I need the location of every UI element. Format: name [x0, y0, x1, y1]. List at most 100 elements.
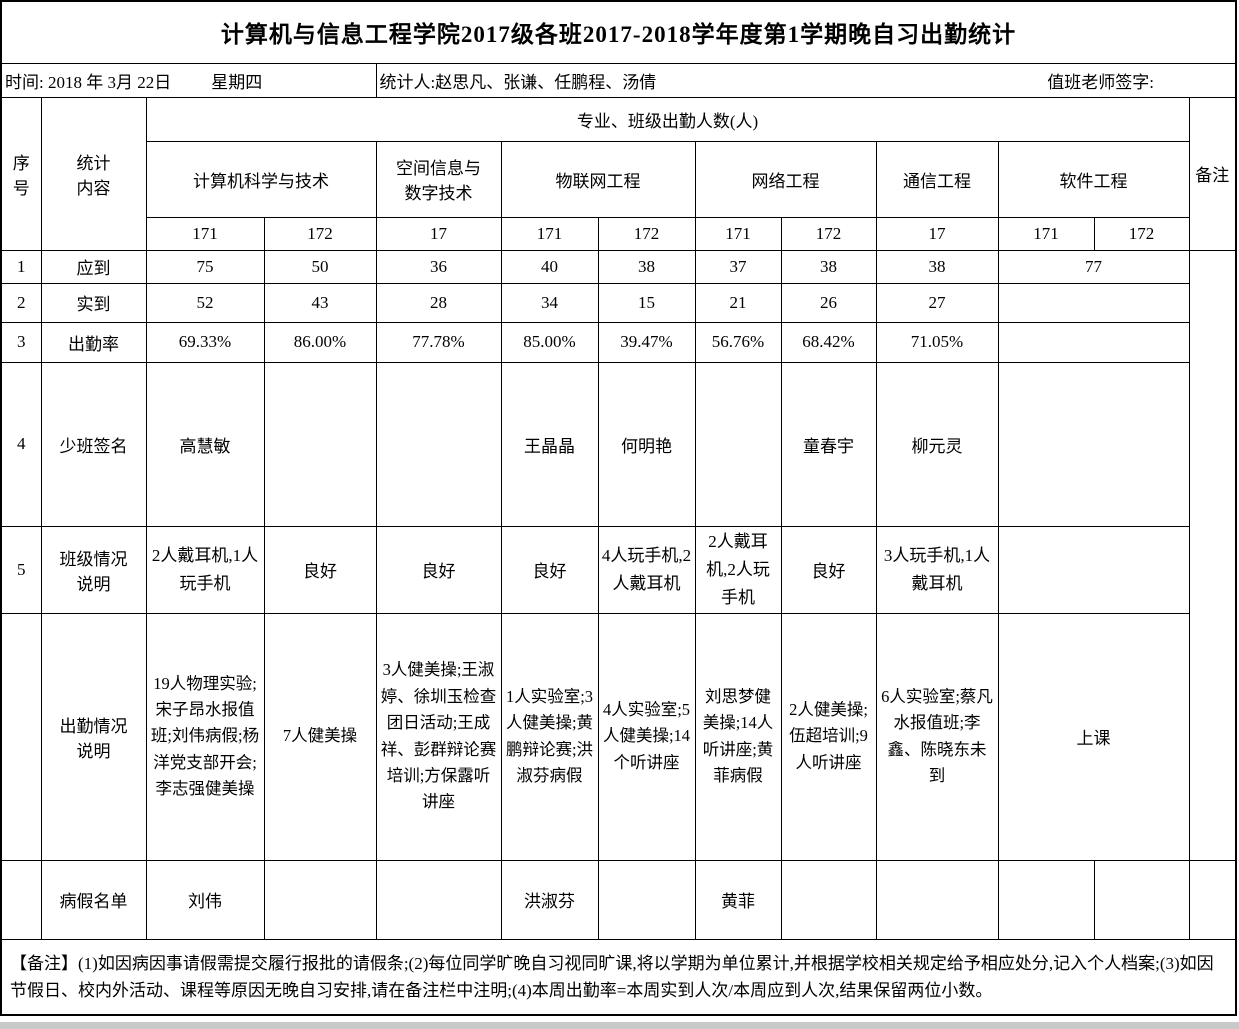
table-cell: 2人戴耳机,1人玩手机	[145, 525, 265, 614]
footer-row: 【备注】(1)如因病因事请假需提交履行报批的请假条;(2)每位同学旷晚自习视同旷…	[0, 938, 1237, 1016]
header-row-majors: 计算机科学与技术 空间信息与 数字技术 物联网工程 网络工程 通信工程 软件工程	[1, 140, 1236, 218]
header-content: 统计 内容	[40, 96, 147, 251]
table-cell: 2人健美操;伍超培训;9人听讲座	[780, 612, 877, 861]
table-cell: 56.76%	[694, 321, 782, 363]
info-time: 时间: 2018 年 3月 22日	[5, 72, 172, 92]
table-cell	[263, 361, 377, 527]
table-cell: 75	[145, 249, 265, 284]
table-cell	[375, 361, 502, 527]
table-cell: 何明艳	[597, 361, 696, 527]
table-cell: 高慧敏	[145, 361, 265, 527]
header-major: 软件工程	[997, 140, 1190, 218]
table-cell: 19人物理实验;宋子昂水报值班;刘伟病假;杨洋党支部开会;李志强健美操	[145, 612, 265, 861]
table-cell: 良好	[375, 525, 502, 614]
table-cell: 4人玩手机,2人戴耳机	[597, 525, 696, 614]
table-cell	[997, 859, 1095, 940]
table-cell: 34	[500, 282, 599, 323]
table-cell: 刘伟	[145, 859, 265, 940]
row-seq: 4	[0, 361, 42, 527]
table-cell: 黄菲	[694, 859, 782, 940]
table-cell	[694, 361, 782, 527]
header-major: 通信工程	[875, 140, 999, 218]
table-cell-software-merged: 上课	[997, 612, 1190, 861]
table-cell: 4人实验室;5人健美操;14个听讲座	[597, 612, 696, 861]
table-cell: 40	[500, 249, 599, 284]
table-cell: 26	[780, 282, 877, 323]
table-row: 4 少班签名 高慧敏 王晶晶 何明艳 童春宇 柳元灵	[0, 361, 1236, 527]
title-row: 计算机与信息工程学院2017级各班2017-2018学年度第1学期晚自习出勤统计	[0, 0, 1237, 64]
table-cell: 王晶晶	[500, 361, 599, 527]
table-cell: 洪淑芬	[500, 859, 599, 940]
window-bottom-edge	[0, 1022, 1239, 1029]
table-cell: 2人戴耳机,2人玩手机	[694, 525, 782, 614]
table-cell: 柳元灵	[875, 361, 999, 527]
header-major: 计算机科学与技术	[145, 140, 377, 218]
table-cell: 21	[694, 282, 782, 323]
remark-column-cell	[1188, 249, 1237, 861]
row-seq	[0, 612, 42, 861]
table-cell: 71.05%	[875, 321, 999, 363]
table-cell-software-merged	[997, 525, 1190, 614]
table-row: 3 出勤率 69.33% 86.00% 77.78% 85.00% 39.47%…	[0, 321, 1236, 363]
table-cell: 36	[375, 249, 502, 284]
row-seq	[0, 859, 42, 940]
table-cell: 28	[375, 282, 502, 323]
table-cell-software-merged	[997, 321, 1190, 363]
table-cell	[875, 859, 999, 940]
table-cell: 69.33%	[145, 321, 265, 363]
table-row: 出勤情况 说明 19人物理实验;宋子昂水报值班;刘伟病假;杨洋党支部开会;李志强…	[0, 612, 1236, 861]
header-class-number: 171	[997, 216, 1095, 251]
info-recorder-cell: 统计人:赵思凡、张谦、任鹏程、汤倩 值班老师签字:	[375, 62, 1237, 98]
row-label-sick-leave: 病假名单	[40, 859, 147, 940]
header-major: 物联网工程	[500, 140, 696, 218]
header-row-group: 序号 统计 内容 专业、班级出勤人数(人) 备注	[0, 96, 1237, 251]
row-label-expected: 应到	[40, 249, 147, 284]
remark-column-cell	[1188, 859, 1237, 940]
header-row-classes: 171 172 17 171 172 171 172 17 171 172	[1, 216, 1236, 251]
table-cell	[375, 859, 502, 940]
table-cell: 3人健美操;王淑婷、徐圳玉检查团日活动;王成祥、彭群辩论赛培训;方保露听讲座	[375, 612, 502, 861]
table-cell: 良好	[500, 525, 599, 614]
header-seq: 序号	[0, 96, 42, 251]
table-cell	[780, 859, 877, 940]
table-row: 5 班级情况 说明 2人戴耳机,1人玩手机 良好 良好 良好 4人玩手机,2人戴…	[0, 525, 1236, 614]
table-cell: 50	[263, 249, 377, 284]
header-class-number: 17	[375, 216, 502, 251]
table-cell: 3人玩手机,1人戴耳机	[875, 525, 999, 614]
table-cell-software-merged	[997, 282, 1190, 323]
table-cell	[1093, 859, 1190, 940]
info-time-cell: 时间: 2018 年 3月 22日 星期四	[0, 62, 377, 98]
row-seq: 5	[0, 525, 42, 614]
table-row: 1 应到 75 50 36 40 38 37 38 38 77	[0, 249, 1237, 861]
table-cell: 37	[694, 249, 782, 284]
header-class-number: 171	[500, 216, 599, 251]
header-class-number: 172	[1093, 216, 1190, 251]
table-cell: 15	[597, 282, 696, 323]
table-cell: 童春宇	[780, 361, 877, 527]
header-class-number: 172	[263, 216, 377, 251]
row-label-attendance-rate: 出勤率	[40, 321, 147, 363]
header-remark: 备注	[1188, 96, 1237, 251]
table-cell: 7人健美操	[263, 612, 377, 861]
table-cell: 1人实验室;3人健美操;黄鹏辩论赛;洪淑芬病假	[500, 612, 599, 861]
info-weekday: 星期四	[211, 72, 263, 92]
row-label-signature: 少班签名	[40, 361, 147, 527]
table-row: 2 实到 52 43 28 34 15 21 26 27	[0, 282, 1236, 323]
table-cell: 良好	[263, 525, 377, 614]
table-cell: 86.00%	[263, 321, 377, 363]
row-label-attendance-note: 出勤情况 说明	[40, 612, 147, 861]
row-label-class-condition: 班级情况 说明	[40, 525, 147, 614]
row-seq: 2	[0, 282, 42, 323]
table-cell: 85.00%	[500, 321, 599, 363]
table-cell-software-merged	[997, 361, 1190, 527]
table-cell: 52	[145, 282, 265, 323]
header-class-number: 172	[780, 216, 877, 251]
header-class-number: 17	[875, 216, 999, 251]
table-cell: 良好	[780, 525, 877, 614]
info-teacher-signature: 值班老师签字:	[1047, 72, 1155, 92]
table-cell: 43	[263, 282, 377, 323]
table-cell-software-merged: 77	[997, 249, 1190, 284]
header-major: 网络工程	[694, 140, 877, 218]
sheet-title: 计算机与信息工程学院2017级各班2017-2018学年度第1学期晚自习出勤统计	[0, 0, 1237, 64]
